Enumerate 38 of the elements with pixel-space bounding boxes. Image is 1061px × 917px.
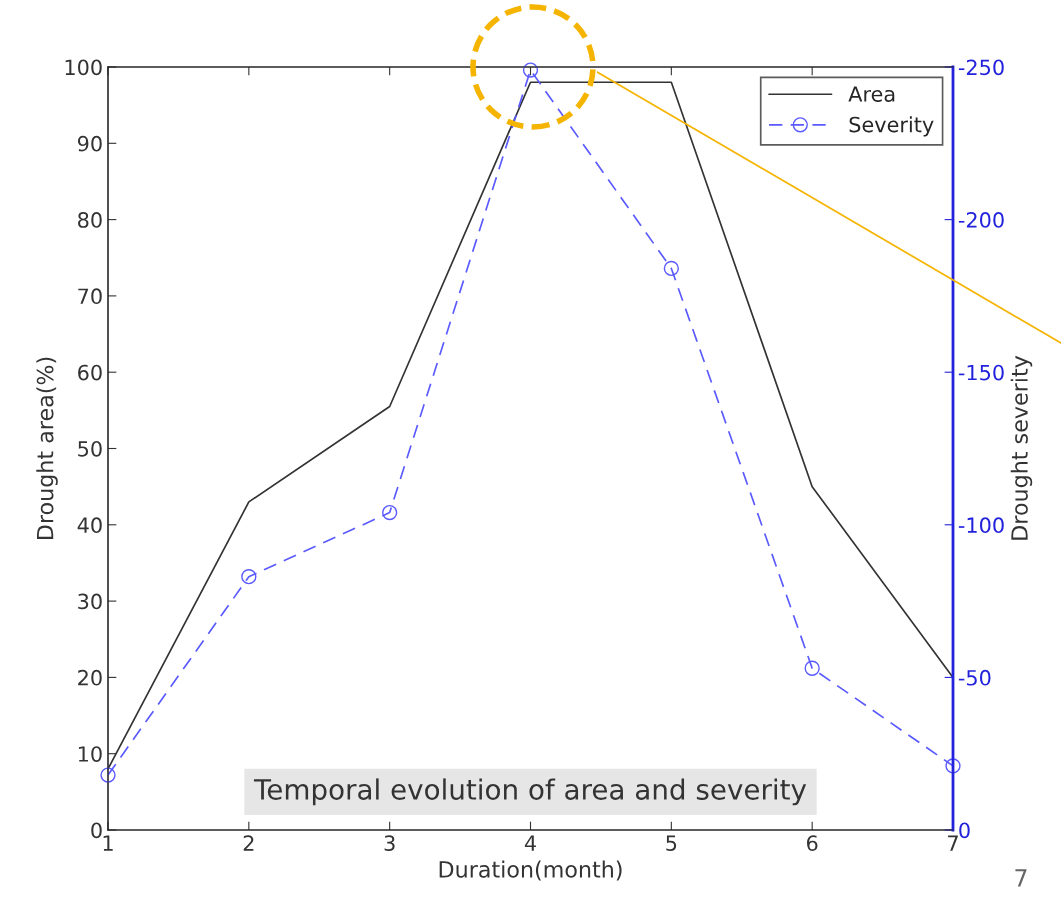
legend-label: Area [848,86,895,102]
text: 7 [1015,869,1027,887]
x-axis-title: Duration(month) [439,860,622,881]
y-tick-label: 50 [78,440,102,457]
y-tick-label: 80 [78,212,102,228]
point [663,260,679,277]
y2-tick-label: 0 [959,822,970,839]
y2-tick-label: -150 [958,364,1004,381]
point [382,504,398,521]
point [241,569,257,585]
y-axis-title: Drought area(%) [36,357,58,540]
y-tick-label: 60 [78,364,102,381]
y2-tick-label: -250 [958,59,1004,76]
annotation: Temporal evolution of area and severity [253,778,807,806]
y-tick-label: 10 [78,746,102,762]
y-tick-label: 20 [78,669,102,686]
y-tick-label: 40 [77,517,102,534]
x-tick-label: 5 [666,835,677,851]
y-tick-label: 90 [77,135,102,152]
y-tick-label: 100 [65,59,102,76]
x-tick-label: 2 [243,835,254,851]
y-tick-label: 30 [78,593,102,610]
point [804,660,820,676]
y-tick-label: 70 [78,288,102,305]
y2-tick-label: -50 [958,669,991,686]
x-tick-label: 6 [806,835,818,851]
y2-tick-label: -200 [958,212,1004,228]
point [522,62,539,78]
legend-label: Severity [849,116,934,137]
y2-tick-label: -100 [958,517,1004,534]
point [100,767,116,783]
point [945,758,961,774]
x-tick-label: 7 [948,835,958,851]
y2-axis-title: Drought severity [1010,355,1033,540]
x-tick-label: 4 [524,835,536,851]
x-tick-label: 3 [384,835,395,851]
y-tick-label: 0 [91,822,102,839]
x-tick-label: 1 [103,835,113,851]
